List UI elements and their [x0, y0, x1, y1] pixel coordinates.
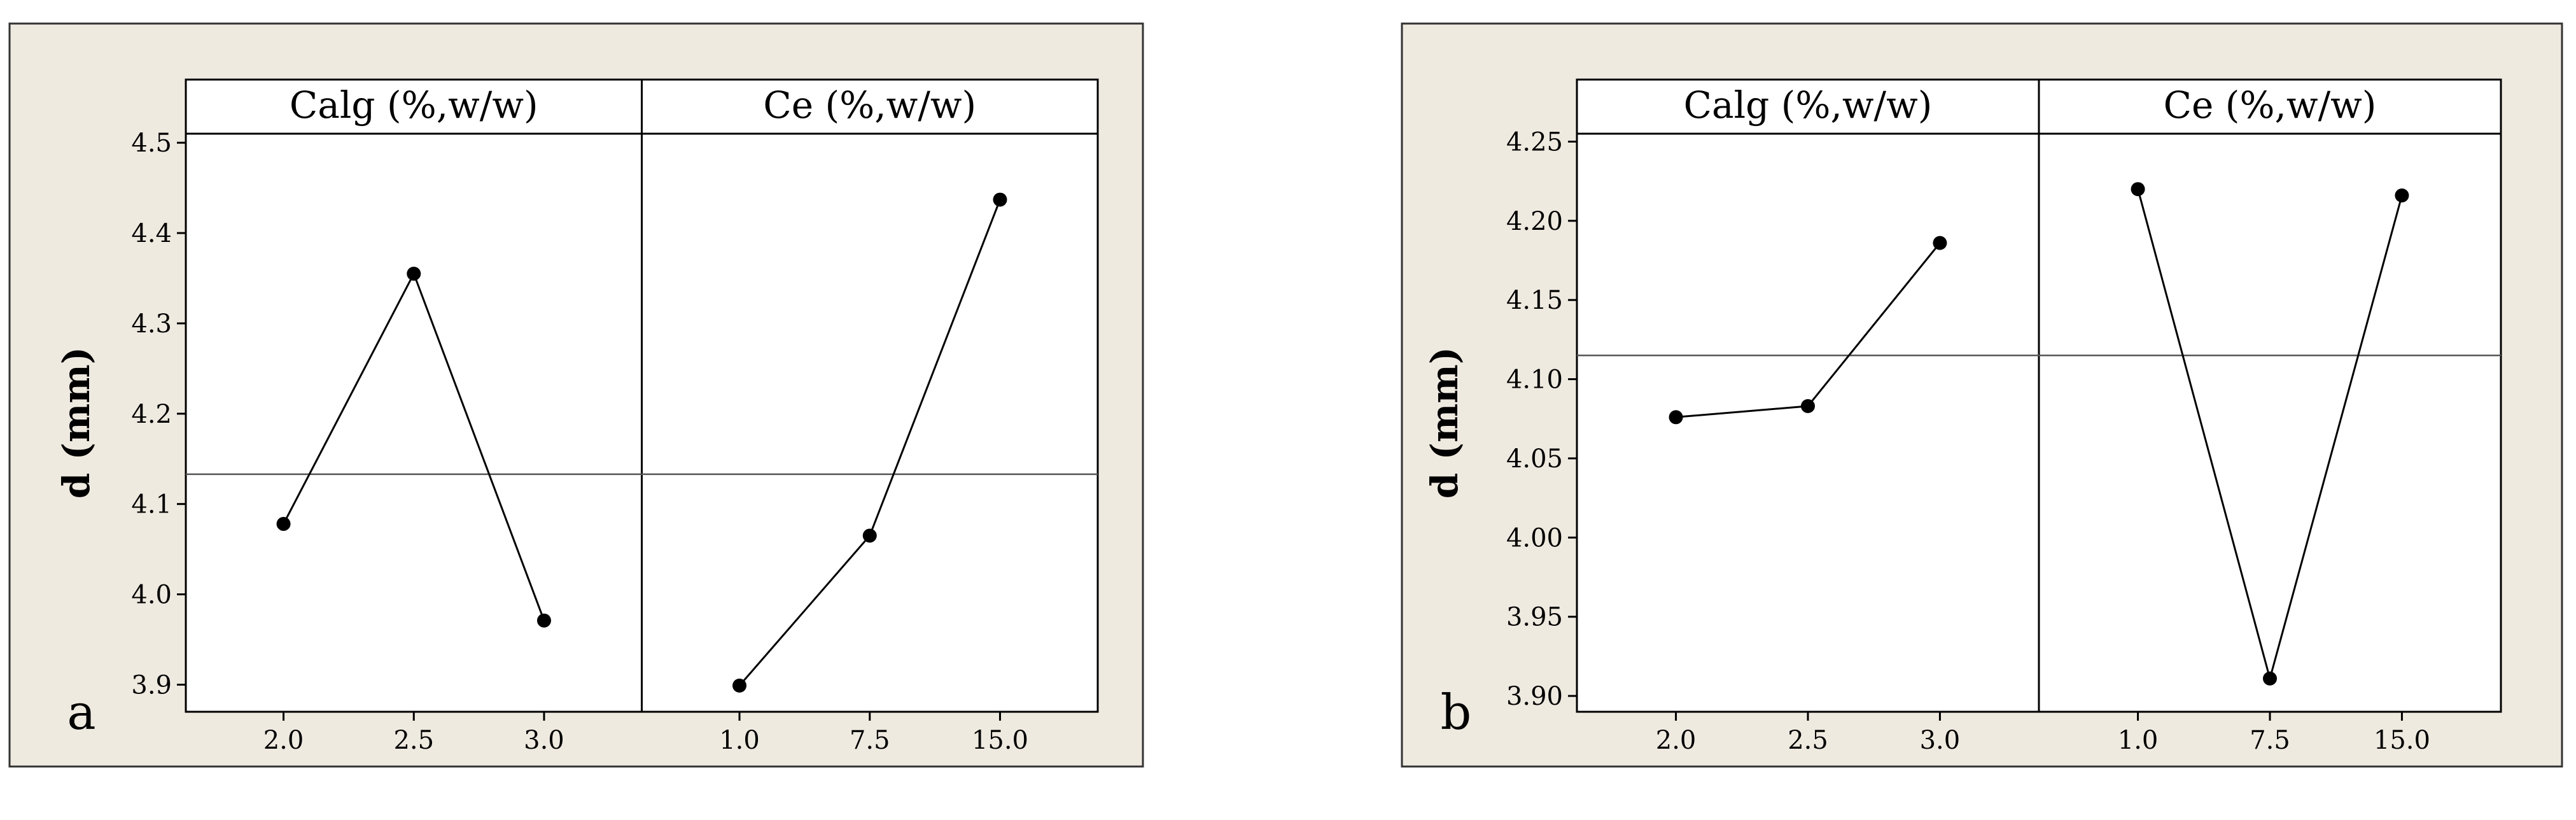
y-axis-label: d (mm) — [55, 347, 98, 498]
x-tick-label: 2.5 — [1788, 726, 1828, 755]
y-tick-label: 4.15 — [1506, 286, 1563, 315]
x-tick-label: 3.0 — [1920, 726, 1961, 755]
y-tick-label: 4.05 — [1506, 444, 1563, 474]
x-tick-label: 2.0 — [1656, 726, 1697, 755]
y-tick-label: 4.0 — [131, 581, 172, 610]
x-tick-label: 3.0 — [524, 726, 564, 755]
x-tick-label: 1.0 — [2118, 726, 2159, 755]
panel-title: Ce (%,w/w) — [2164, 83, 2377, 127]
data-point — [276, 516, 291, 531]
panel-title: Ce (%,w/w) — [763, 83, 976, 127]
x-tick-label: 2.5 — [393, 726, 434, 755]
y-tick-label: 4.00 — [1506, 523, 1563, 553]
panel-title: Calg (%,w/w) — [290, 83, 538, 127]
y-tick-label: 4.3 — [131, 309, 172, 339]
x-tick-label: 1.0 — [719, 726, 760, 755]
x-tick-label: 7.5 — [850, 726, 890, 755]
y-tick-label: 3.9 — [131, 670, 172, 700]
data-point — [1801, 399, 1815, 413]
panel-letter: b — [1441, 684, 1472, 740]
y-tick-label: 4.20 — [1506, 207, 1563, 236]
data-point — [2131, 182, 2145, 197]
y-tick-label: 4.5 — [131, 129, 172, 158]
data-point — [536, 613, 551, 628]
data-point — [2263, 671, 2277, 686]
data-point — [732, 678, 747, 693]
data-point — [2395, 188, 2409, 203]
y-tick-label: 4.25 — [1506, 127, 1563, 157]
y-tick-label: 3.90 — [1506, 682, 1563, 711]
y-tick-label: 4.10 — [1506, 365, 1563, 395]
data-point — [407, 266, 421, 281]
panel-letter: a — [67, 684, 95, 740]
data-point — [862, 528, 877, 543]
y-tick-label: 4.4 — [131, 219, 172, 248]
y-axis-label: d (mm) — [1423, 347, 1466, 498]
x-tick-label: 15.0 — [972, 726, 1028, 755]
data-point — [1933, 236, 1947, 250]
y-tick-label: 4.2 — [131, 400, 172, 429]
x-tick-label: 2.0 — [263, 726, 304, 755]
panel-title: Calg (%,w/w) — [1684, 83, 1933, 127]
data-point — [993, 192, 1007, 207]
chart-a: 3.9 4.0 4.1 4.2 4.3 4.4 4.5 d (mm) Calg (%,w/w) 2… — [8, 22, 1144, 768]
y-tick-label: 4.1 — [131, 490, 172, 520]
x-tick-label: 7.5 — [2250, 726, 2290, 755]
data-point — [1669, 410, 1683, 425]
chart-b: 3.90 3.95 4.00 4.05 4.10 4.15 4.20 4.25 d (mm) Ca… — [1401, 22, 2563, 768]
x-tick-label: 15.0 — [2374, 726, 2430, 755]
y-tick-label: 3.95 — [1506, 603, 1563, 632]
